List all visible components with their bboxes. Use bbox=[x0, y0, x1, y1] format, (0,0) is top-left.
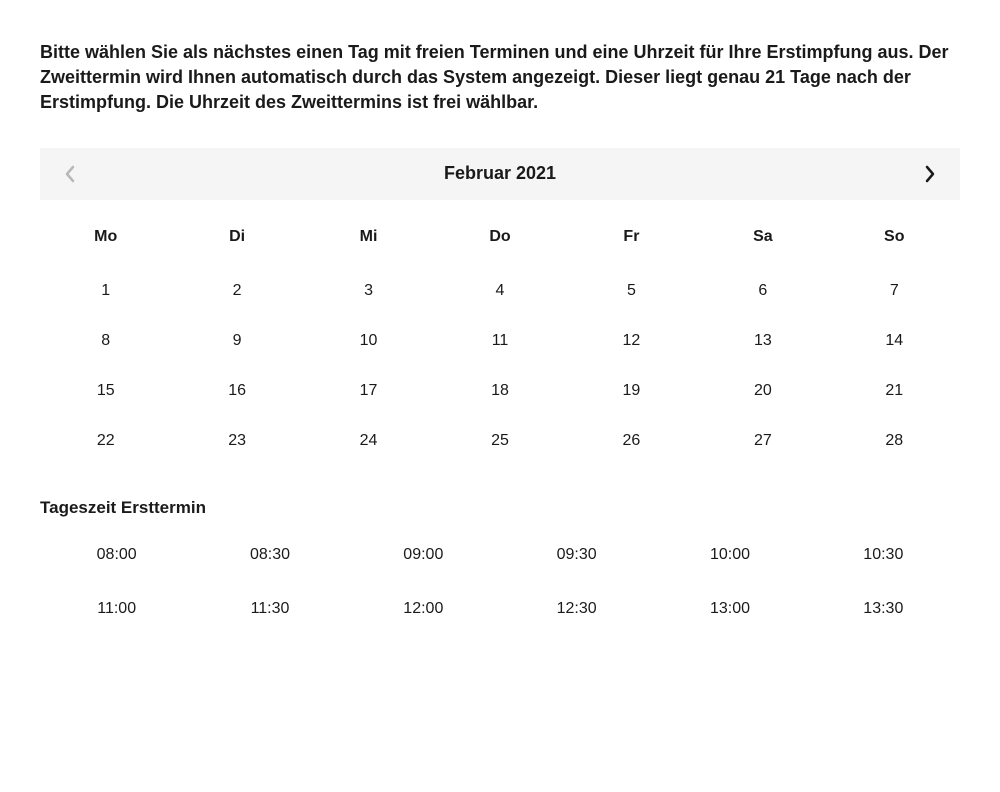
day-cell[interactable]: 27 bbox=[697, 416, 828, 466]
timeslot-cell[interactable]: 12:00 bbox=[347, 596, 500, 622]
month-title: Februar 2021 bbox=[444, 163, 556, 184]
weekday-label: Di bbox=[171, 218, 302, 256]
day-cell[interactable]: 20 bbox=[697, 366, 828, 416]
weekday-label: So bbox=[829, 218, 960, 256]
day-cell[interactable]: 22 bbox=[40, 416, 171, 466]
timeslot-cell[interactable]: 09:00 bbox=[347, 542, 500, 568]
days-grid: 1 2 3 4 5 6 7 8 9 10 11 12 13 14 15 16 1… bbox=[40, 266, 960, 466]
day-cell[interactable]: 5 bbox=[566, 266, 697, 316]
prev-month-button[interactable] bbox=[58, 162, 82, 186]
day-cell[interactable]: 14 bbox=[829, 316, 960, 366]
next-month-button[interactable] bbox=[918, 162, 942, 186]
calendar-header: Februar 2021 bbox=[40, 148, 960, 200]
day-cell[interactable]: 23 bbox=[171, 416, 302, 466]
timeslot-cell[interactable]: 11:00 bbox=[40, 596, 193, 622]
day-cell[interactable]: 26 bbox=[566, 416, 697, 466]
day-cell[interactable]: 4 bbox=[434, 266, 565, 316]
instructions-text: Bitte wählen Sie als nächstes einen Tag … bbox=[40, 40, 960, 116]
day-cell[interactable]: 7 bbox=[829, 266, 960, 316]
day-cell[interactable]: 15 bbox=[40, 366, 171, 416]
day-cell[interactable]: 1 bbox=[40, 266, 171, 316]
day-cell[interactable]: 11 bbox=[434, 316, 565, 366]
timeslot-section-title: Tageszeit Ersttermin bbox=[40, 498, 960, 518]
weekday-label: Mi bbox=[303, 218, 434, 256]
chevron-left-icon bbox=[63, 164, 77, 184]
timeslot-cell[interactable]: 12:30 bbox=[500, 596, 653, 622]
timeslot-cell[interactable]: 08:00 bbox=[40, 542, 193, 568]
day-cell[interactable]: 10 bbox=[303, 316, 434, 366]
chevron-right-icon bbox=[923, 164, 937, 184]
day-cell[interactable]: 2 bbox=[171, 266, 302, 316]
day-cell[interactable]: 13 bbox=[697, 316, 828, 366]
weekday-label: Fr bbox=[566, 218, 697, 256]
day-cell[interactable]: 25 bbox=[434, 416, 565, 466]
timeslot-cell[interactable]: 13:30 bbox=[807, 596, 960, 622]
day-cell[interactable]: 3 bbox=[303, 266, 434, 316]
day-cell[interactable]: 19 bbox=[566, 366, 697, 416]
timeslot-cell[interactable]: 10:30 bbox=[807, 542, 960, 568]
timeslot-cell[interactable]: 13:00 bbox=[653, 596, 806, 622]
day-cell[interactable]: 24 bbox=[303, 416, 434, 466]
timeslot-cell[interactable]: 08:30 bbox=[193, 542, 346, 568]
weekday-row: Mo Di Mi Do Fr Sa So bbox=[40, 218, 960, 256]
day-cell[interactable]: 8 bbox=[40, 316, 171, 366]
day-cell[interactable]: 16 bbox=[171, 366, 302, 416]
day-cell[interactable]: 18 bbox=[434, 366, 565, 416]
weekday-label: Sa bbox=[697, 218, 828, 256]
day-cell[interactable]: 17 bbox=[303, 366, 434, 416]
weekday-label: Do bbox=[434, 218, 565, 256]
day-cell[interactable]: 12 bbox=[566, 316, 697, 366]
timeslot-cell[interactable]: 10:00 bbox=[653, 542, 806, 568]
day-cell[interactable]: 6 bbox=[697, 266, 828, 316]
weekday-label: Mo bbox=[40, 218, 171, 256]
day-cell[interactable]: 9 bbox=[171, 316, 302, 366]
timeslot-cell[interactable]: 11:30 bbox=[193, 596, 346, 622]
timeslot-grid: 08:00 08:30 09:00 09:30 10:00 10:30 11:0… bbox=[40, 542, 960, 622]
day-cell[interactable]: 28 bbox=[829, 416, 960, 466]
day-cell[interactable]: 21 bbox=[829, 366, 960, 416]
timeslot-cell[interactable]: 09:30 bbox=[500, 542, 653, 568]
